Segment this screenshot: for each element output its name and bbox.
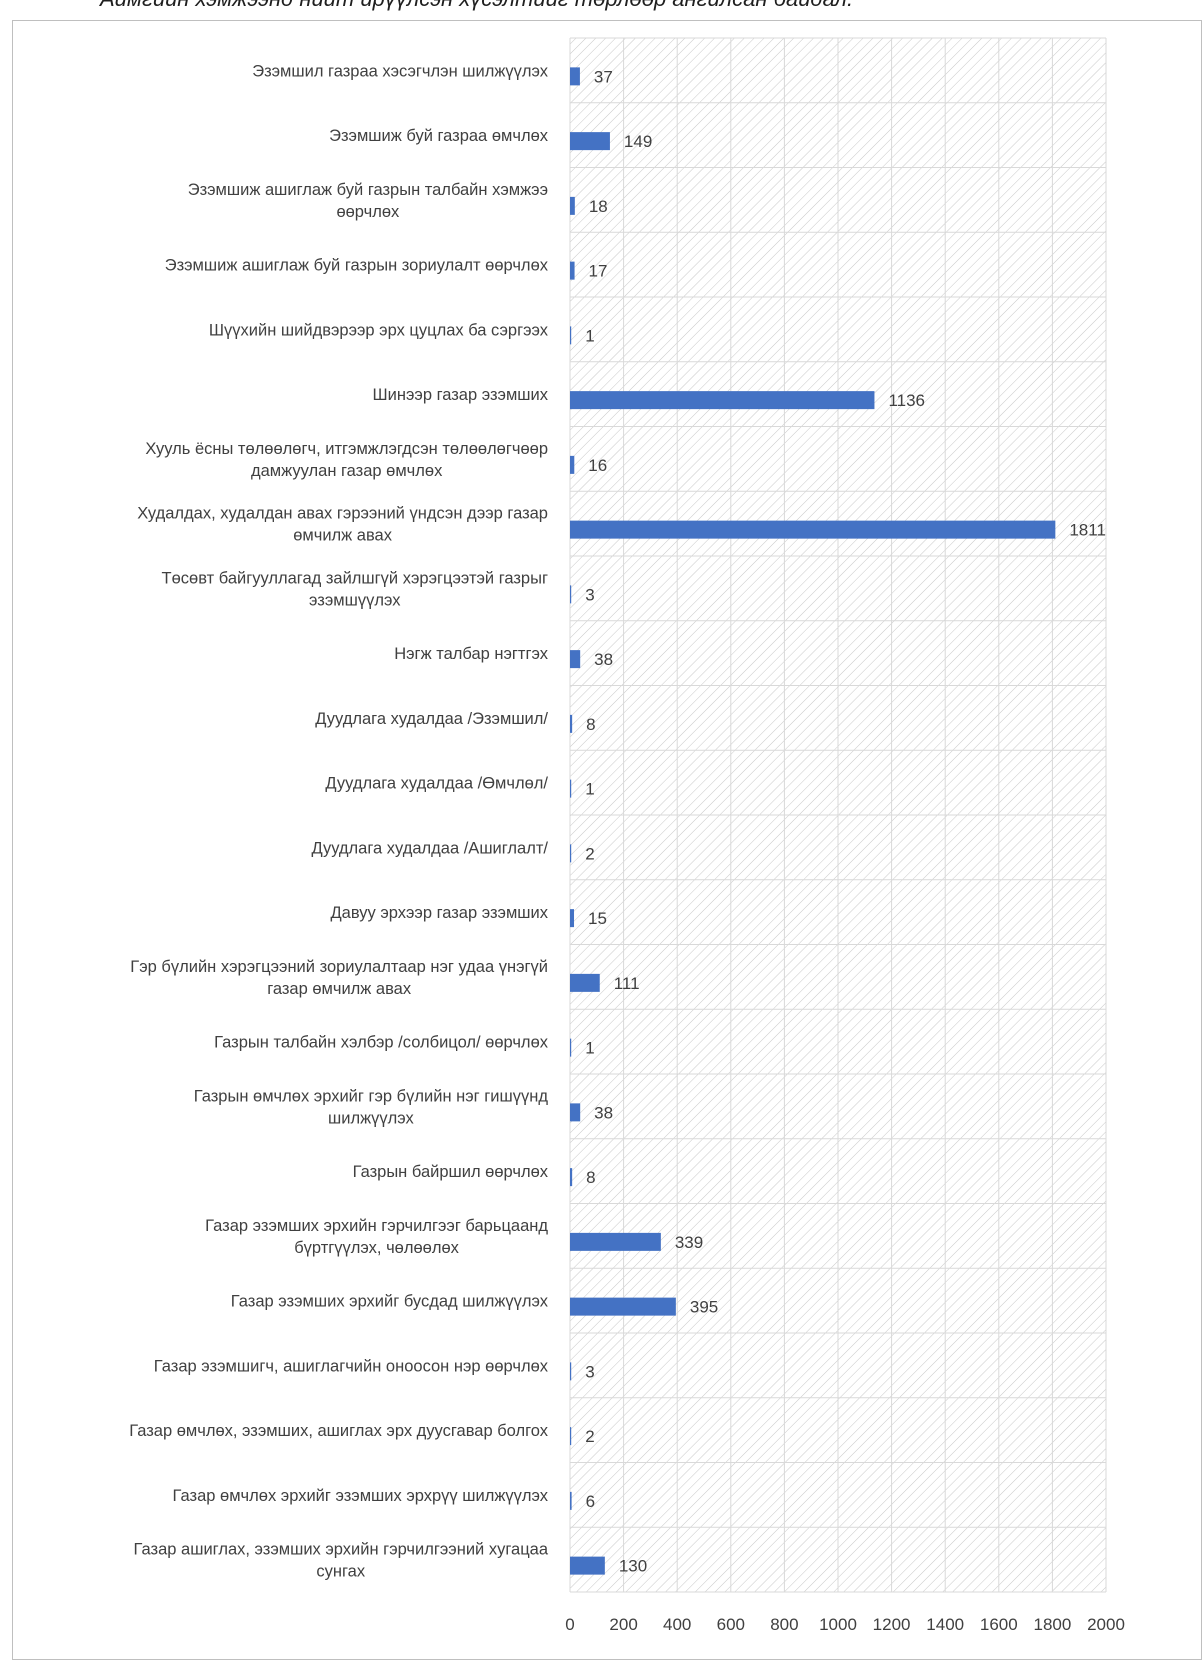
bar (570, 1038, 572, 1057)
chart-title: Аймгийн хэмжээнд нийт ирүүлсэн хүсэлтийг… (100, 0, 1204, 12)
bar (570, 1362, 572, 1381)
x-tick-label: 1600 (980, 1615, 1018, 1634)
bar (570, 973, 600, 992)
x-axis-ticks: 0 200 400 600 800 1000 1200 1400 1600 1800 2000 (565, 1615, 1125, 1634)
data-label: 130 (619, 1557, 647, 1576)
bar (570, 455, 575, 474)
bar (570, 520, 1056, 539)
bars (570, 67, 1056, 1575)
category-label: Газар өмчлөх, эзэмших, ашиглах эрх дуусг… (129, 1422, 549, 1440)
category-label: Эзэмшиж буй газраа өмчлөх (329, 127, 549, 145)
value-labels: 3714918171113616181133881215111138833939… (585, 67, 1106, 1575)
data-label: 38 (594, 1103, 613, 1122)
category-label: Нэгж талбар нэгтгэх (394, 645, 549, 663)
bar (570, 1556, 605, 1575)
category-label: Газар ашиглах, эзэмших эрхийн гэрчилгээн… (134, 1541, 549, 1581)
bar (570, 1103, 581, 1122)
data-label: 17 (589, 262, 608, 281)
x-tick-label: 800 (770, 1615, 798, 1634)
category-label: Эзэмшил газраа хэсэгчлэн шилжүүлэх (252, 62, 549, 80)
x-tick-label: 400 (663, 1615, 691, 1634)
data-label: 37 (594, 67, 613, 86)
data-label: 339 (675, 1233, 703, 1252)
category-label: Дуудлага худалдаа /Өмчлөл/ (325, 775, 548, 793)
x-tick-label: 1200 (873, 1615, 911, 1634)
data-label: 1136 (888, 391, 925, 410)
data-label: 3 (585, 1362, 594, 1381)
data-label: 15 (588, 909, 607, 928)
x-tick-label: 1800 (1033, 1615, 1071, 1634)
category-label: Хууль ёсны төлөөлөгч, итгэмжлэгдсэн төлө… (145, 440, 548, 480)
data-label: 18 (589, 197, 608, 216)
bar (570, 1427, 572, 1446)
data-label: 111 (614, 974, 640, 993)
data-label: 8 (586, 1168, 595, 1187)
bar (570, 1491, 572, 1510)
category-label: Эзэмшиж ашиглаж буй газрын зориулалт өөр… (165, 257, 549, 275)
bar (570, 1297, 676, 1316)
category-label: Шүүхийн шийдвэрээр эрх цуцлах ба сэргээх (209, 321, 549, 339)
category-label: Газрын байршил өөрчлөх (353, 1163, 549, 1181)
data-label: 1811 (1069, 521, 1106, 540)
bar (570, 714, 573, 733)
x-tick-label: 600 (717, 1615, 745, 1634)
category-label: Төсөвт байгууллагад зайлшгүй хэрэгцээтэй… (162, 569, 548, 609)
data-label: 1 (585, 1039, 594, 1058)
category-label: Давуу эрхээр газар эзэмших (330, 904, 548, 922)
data-label: 3 (585, 585, 594, 604)
data-label: 38 (594, 650, 613, 669)
category-label: Гэр бүлийн хэрэгцээний зориулалтаар нэг … (130, 958, 548, 998)
data-label: 149 (624, 132, 652, 151)
category-label: Эзэмшиж ашиглаж буй газрын талбайн хэмжэ… (188, 181, 548, 221)
x-tick-label: 2000 (1087, 1615, 1125, 1634)
bar (570, 67, 580, 86)
bar (570, 132, 610, 151)
gridlines (569, 37, 1107, 1593)
bar (570, 391, 875, 410)
x-tick-label: 1400 (926, 1615, 964, 1634)
bar (570, 1168, 573, 1187)
bar (570, 650, 581, 669)
category-label: Худалдах, худалдан авах гэрээний үндсэн … (137, 505, 548, 545)
category-label: Дуудлага худалдаа /Ашиглалт/ (311, 839, 548, 857)
bar (570, 844, 572, 863)
data-label: 6 (586, 1492, 595, 1511)
category-label: Газар өмчлөх эрхийг эзэмших эрхрүү шилжү… (173, 1487, 549, 1505)
bar (570, 196, 575, 215)
bar (570, 1232, 661, 1251)
data-label: 2 (585, 844, 594, 863)
bar (570, 909, 575, 928)
bar (570, 585, 572, 604)
x-tick-label: 200 (609, 1615, 637, 1634)
category-label: Газар эзэмшигч, ашиглагчийн оноосон нэр … (154, 1357, 549, 1375)
data-label: 395 (690, 1298, 718, 1317)
bar (570, 779, 572, 798)
bar (570, 326, 572, 345)
data-label: 8 (586, 715, 595, 734)
category-label: Газар эзэмших эрхийн гэрчилгээг барьцаан… (205, 1217, 548, 1257)
category-label: Газрын талбайн хэлбэр /солбицол/ өөрчлөх (214, 1034, 549, 1052)
category-label: Дуудлага худалдаа /Эзэмшил/ (315, 710, 548, 728)
bar (570, 261, 575, 280)
data-label: 1 (585, 780, 594, 799)
category-label: Газрын өмчлөх эрхийг гэр бүлийн нэг гишү… (194, 1087, 549, 1127)
x-tick-label: 1000 (819, 1615, 857, 1634)
data-label: 16 (588, 456, 607, 475)
category-labels: Эзэмшил газраа хэсэгчлэн шилжүүлэх Эзэмши… (129, 62, 549, 1580)
data-label: 2 (585, 1427, 594, 1446)
category-label: Шинээр газар эзэмших (373, 386, 549, 404)
data-label: 1 (585, 326, 594, 345)
x-tick-label: 0 (565, 1615, 574, 1634)
category-label: Газар эзэмших эрхийг бусдад шилжүүлэх (231, 1293, 549, 1311)
